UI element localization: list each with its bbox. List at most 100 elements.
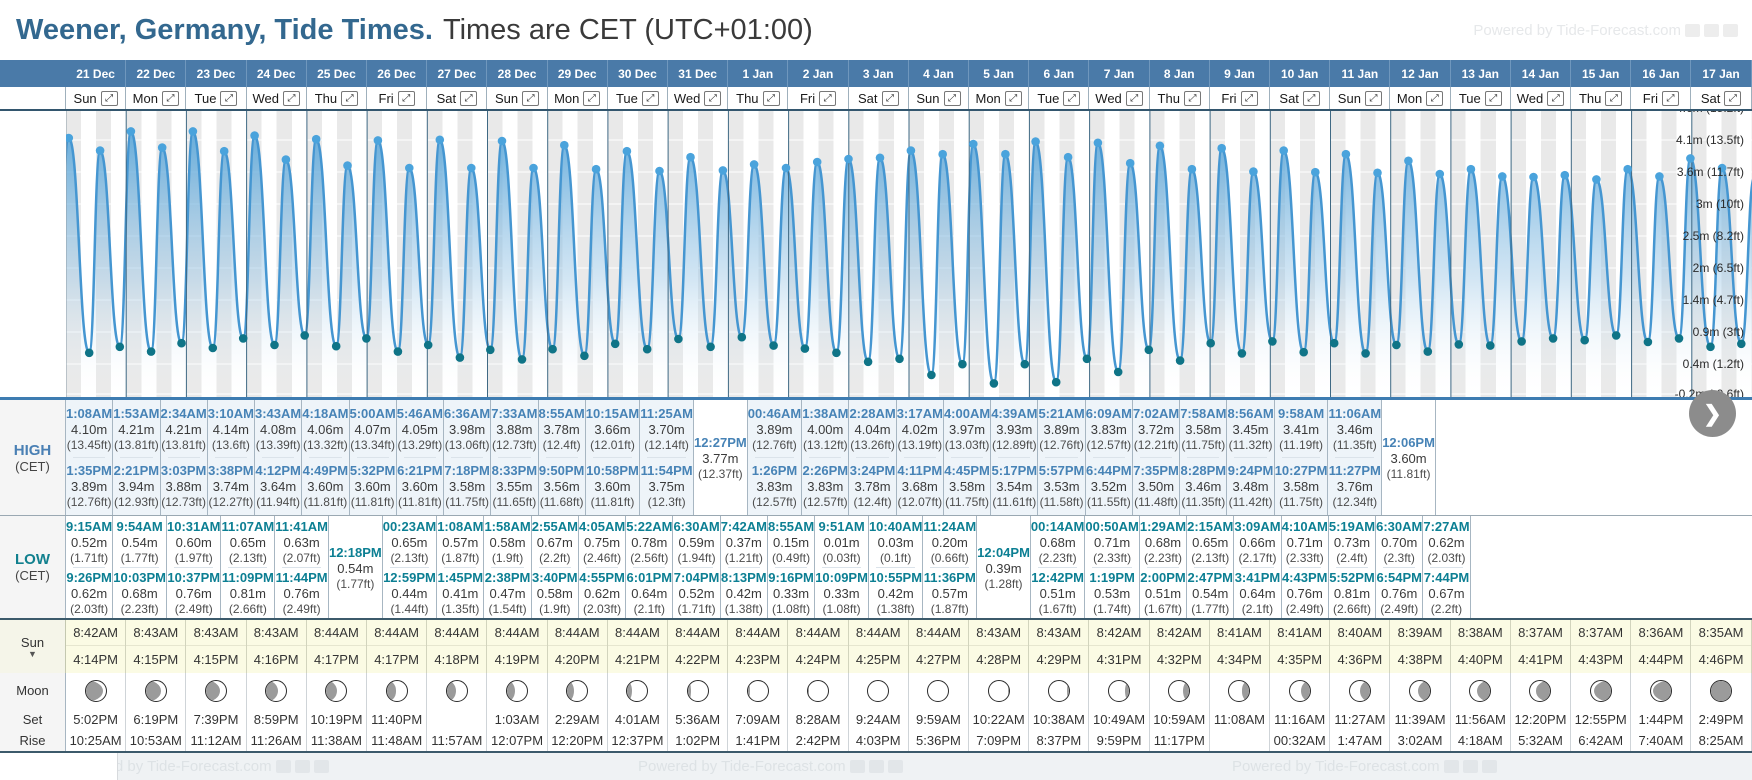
expand-day-button[interactable]: ⤢ (1605, 90, 1623, 106)
tide-time: 4:05AM (578, 519, 626, 534)
tide-divider (73, 457, 106, 458)
weekday-label: Sun (494, 90, 519, 106)
tide-height-m: 3.50m (1137, 479, 1175, 494)
date-cell: 8 Jan (1150, 60, 1210, 87)
expand-day-button[interactable]: ⤢ (1484, 90, 1502, 106)
expand-day-button[interactable]: ⤢ (220, 90, 238, 106)
moon-phase-icon (1288, 679, 1311, 702)
moon-phase-icon (686, 679, 709, 702)
expand-day-button[interactable]: ⤢ (704, 90, 722, 106)
tide-height-ft: (13.34ft) (350, 438, 395, 452)
tide-time: 1:45PM (437, 570, 484, 585)
expand-day-button[interactable]: ⤢ (943, 90, 961, 106)
moonrise-time: 1:41PM (728, 730, 789, 751)
moon-phase-icon (867, 679, 890, 702)
expand-day-button[interactable]: ⤢ (881, 90, 899, 106)
tide-divider (174, 567, 214, 568)
tide-height-m: 3.66m (594, 422, 631, 437)
tide-entry: 8:55AM 3.78m (12.4ft) (539, 401, 585, 457)
expand-day-button[interactable]: ⤢ (583, 90, 601, 106)
tide-height-m: 0.41m (442, 586, 479, 601)
moon-phase-icon (84, 679, 107, 702)
expand-day-button[interactable]: ⤢ (1183, 90, 1201, 106)
sunrise-time: 8:37AM (1571, 620, 1631, 646)
tide-time: 9:51AM (818, 519, 865, 534)
expand-day-button[interactable]: ⤢ (1724, 90, 1742, 106)
moon-cell (608, 673, 669, 708)
tide-height-ft: (2.49ft) (1380, 602, 1419, 616)
tide-height-ft: (2.66ft) (228, 602, 267, 616)
tide-time: 11:09PM (221, 570, 274, 585)
next-page-button[interactable]: ❯ (1689, 390, 1736, 437)
tide-height-ft: (1.77ft) (1191, 602, 1230, 616)
moon-cell (487, 673, 548, 708)
sun-toggle-icon[interactable]: ▼ (28, 649, 37, 659)
expand-day-button[interactable]: ⤢ (460, 90, 478, 106)
tide-time: 3:41PM (1234, 570, 1281, 585)
expand-day-button[interactable]: ⤢ (522, 90, 540, 106)
expand-day-button[interactable]: ⤢ (341, 90, 359, 106)
low-tide-cell: 00:14AM 0.68m (2.23ft) 12:42PM 0.51m (1.67ft) (1030, 516, 1086, 618)
expand-day-button[interactable]: ⤢ (1004, 90, 1022, 106)
tide-height-ft: (11.94ft) (256, 495, 301, 509)
expand-day-button[interactable]: ⤢ (1364, 90, 1382, 106)
expand-day-button[interactable]: ⤢ (282, 90, 300, 106)
tide-entry: 3:09AM 0.66m (2.17ft) (1234, 517, 1280, 567)
tide-divider (403, 457, 436, 458)
y-axis-tick-label: 0.4m (1.2ft) (1682, 357, 1744, 371)
tide-height-ft: (2.66ft) (1332, 602, 1371, 616)
tide-divider (1335, 457, 1375, 458)
tide-entry: 3:41PM 0.64m (2.1ft) (1234, 568, 1281, 618)
tide-height-m: 3.60m (594, 479, 631, 494)
tide-height-ft: (11.81ft) (303, 495, 348, 509)
tide-divider (120, 457, 153, 458)
expand-day-button[interactable]: ⤢ (1426, 90, 1444, 106)
date-cell: 31 Dec (668, 60, 729, 87)
expand-day-button[interactable]: ⤢ (161, 90, 179, 106)
tide-height-ft: (2.23ft) (120, 602, 159, 616)
tide-time: 11:27PM (1328, 463, 1381, 478)
tide-entry: 12:27PM 3.77m (12.37ft) (694, 430, 747, 486)
tide-entry: 11:06AM 3.46m (11.35ft) (1328, 401, 1381, 457)
moon-phase-icon (746, 679, 769, 702)
low-tide-cell: 1:29AM 0.68m (2.23ft) 2:00PM 0.51m (1.67ft) (1139, 516, 1188, 618)
expand-day-button[interactable]: ⤢ (100, 90, 118, 106)
tide-height-ft: (13.6ft) (211, 438, 250, 452)
tide-entry: 5:21AM 3.89m (12.76ft) (1038, 401, 1084, 457)
expand-day-button[interactable]: ⤢ (819, 90, 837, 106)
expand-day-button[interactable]: ⤢ (1063, 90, 1081, 106)
expand-day-button[interactable]: ⤢ (1125, 90, 1143, 106)
y-axis-tick-label: 3m (10ft) (1695, 197, 1744, 211)
watermark-icon (1443, 760, 1459, 773)
moonset-time: 6:19PM (126, 708, 187, 730)
tide-divider (633, 567, 666, 568)
tide-divider (389, 567, 430, 568)
date-cell: 6 Jan (1029, 60, 1090, 87)
tide-divider (875, 567, 916, 568)
tide-entry: 2:38PM 0.47m (1.54ft) (484, 568, 531, 618)
expand-day-button[interactable]: ⤢ (762, 90, 780, 106)
moon-shade (567, 680, 574, 701)
expand-day-button[interactable]: ⤢ (641, 90, 659, 106)
high-tide-cell: 3:43AM 4.08m (13.39ft) 4:12PM 3.64m (11.94ft) (255, 400, 303, 515)
expand-day-button[interactable]: ⤢ (1302, 90, 1320, 106)
expand-day-button[interactable]: ⤢ (1547, 90, 1565, 106)
tide-height-m: 0.67m (1428, 586, 1465, 601)
date-cell: 13 Jan (1451, 60, 1511, 87)
expand-day-button[interactable]: ⤢ (1240, 90, 1258, 106)
high-tide-cell: 11:06AM 3.46m (11.35ft) 11:27PM 3.76m (12.34f… (1328, 400, 1383, 515)
tide-divider (774, 567, 808, 568)
moonset-time: 4:01AM (608, 708, 669, 730)
expand-day-button[interactable]: ⤢ (397, 90, 415, 106)
moon-cell (427, 673, 488, 708)
tide-divider (1241, 567, 1274, 568)
tide-time: 6:01PM (626, 570, 673, 585)
y-axis-tick-label: 4.6m (15.2ft) (1676, 111, 1744, 115)
sun-row-label[interactable]: Sun ▼ (0, 620, 66, 673)
tide-height-ft: (2.1ft) (633, 602, 665, 616)
low-tide-cell: 4:05AM 0.75m (2.46ft) 4:55PM 0.62m (2.03ft) (578, 516, 627, 618)
weekday-cell: Fri ⤢ (1210, 87, 1271, 109)
moonset-time: 10:59AM (1150, 708, 1210, 730)
tide-time: 7:04PM (673, 570, 720, 585)
expand-day-button[interactable]: ⤢ (1661, 90, 1679, 106)
